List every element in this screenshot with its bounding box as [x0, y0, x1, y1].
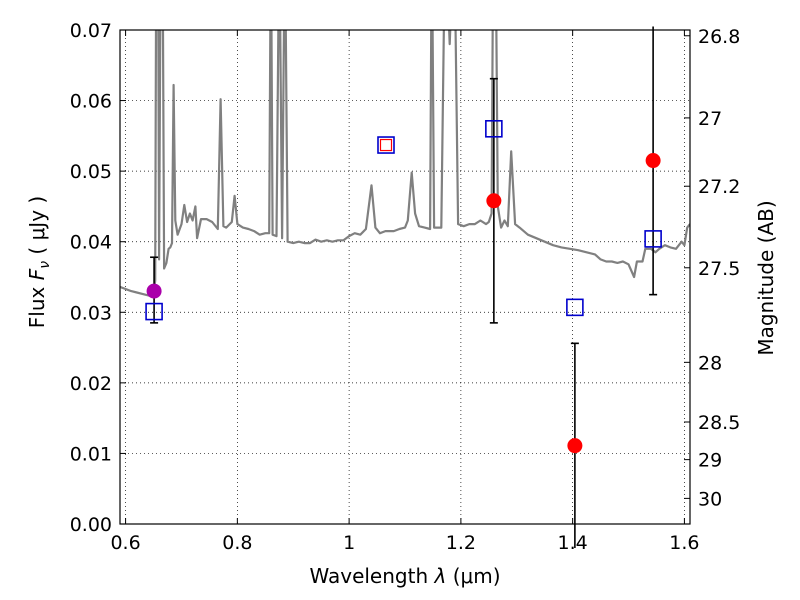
markers — [145, 120, 662, 454]
y2-axis-label: Magnitude (AB) — [754, 200, 778, 355]
y-tick-label: 0.00 — [70, 514, 112, 536]
observed-point — [146, 283, 162, 299]
x-tick-label: 0.6 — [110, 532, 140, 554]
plot-background — [120, 30, 690, 524]
model-point — [566, 298, 584, 317]
model-point — [485, 120, 503, 138]
y2-tick-label: 29 — [698, 450, 722, 472]
x-tick-label: 1.6 — [669, 532, 699, 554]
y2-tick-label: 27 — [698, 108, 722, 130]
model-point-inner — [379, 138, 393, 152]
observed-point — [645, 153, 661, 169]
x-tick-label: 1.2 — [446, 532, 476, 554]
axis-ticks: 0.6 0.8 1 1.2 1.4 1.6 0.00 0.01 0.02 0.03 0.04 0.05… — [70, 20, 741, 554]
y-tick-label: 0.03 — [70, 302, 112, 324]
y-tick-label: 0.07 — [70, 20, 112, 42]
x-axis-label: Wavelength λ (μm) — [309, 564, 500, 588]
x-tick-label: 0.8 — [222, 532, 252, 554]
x-tick-label: 1 — [343, 532, 355, 554]
y2-tick-label: 28.5 — [698, 412, 740, 434]
y-tick-label: 0.01 — [70, 443, 112, 465]
y-tick-label: 0.06 — [70, 91, 112, 113]
grid — [120, 30, 690, 524]
plot-content — [120, 30, 690, 298]
plot-frame — [119, 29, 691, 525]
x-tick-label: 1.4 — [558, 532, 588, 554]
y2-tick-label: 28 — [698, 352, 722, 374]
y2-tick-label: 30 — [698, 488, 722, 510]
model-point — [377, 136, 395, 154]
y-tick-label: 0.02 — [70, 373, 112, 395]
observed-point — [567, 438, 583, 454]
y-axis-label: Flux Fν ( μJy ) — [25, 196, 53, 328]
y2-tick-label: 27.5 — [698, 258, 740, 280]
observed-point — [486, 193, 502, 209]
y-tick-label: 0.04 — [70, 232, 112, 254]
spectrum-line — [120, 30, 690, 298]
y-tick-label: 0.05 — [70, 161, 112, 183]
y2-tick-label: 26.8 — [698, 26, 740, 48]
model-point — [145, 302, 163, 321]
model-point — [644, 230, 662, 248]
y2-tick-label: 27.2 — [698, 176, 740, 198]
